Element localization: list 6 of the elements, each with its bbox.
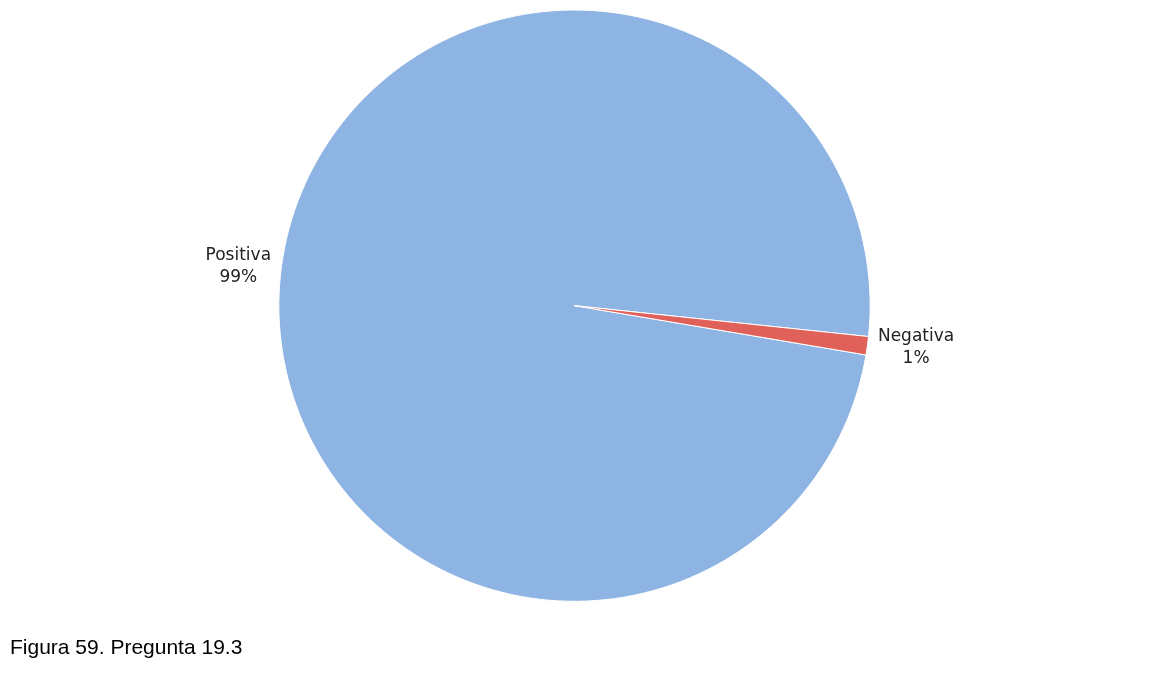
data-label: 99% (219, 266, 258, 287)
pie-slice (278, 9, 871, 602)
data-label: 1% (902, 347, 930, 368)
slice-label: Negativa (877, 325, 955, 346)
text: Figura 59. Pregunta 19.3 (10, 635, 243, 658)
slice-label: Positiva (205, 244, 272, 265)
